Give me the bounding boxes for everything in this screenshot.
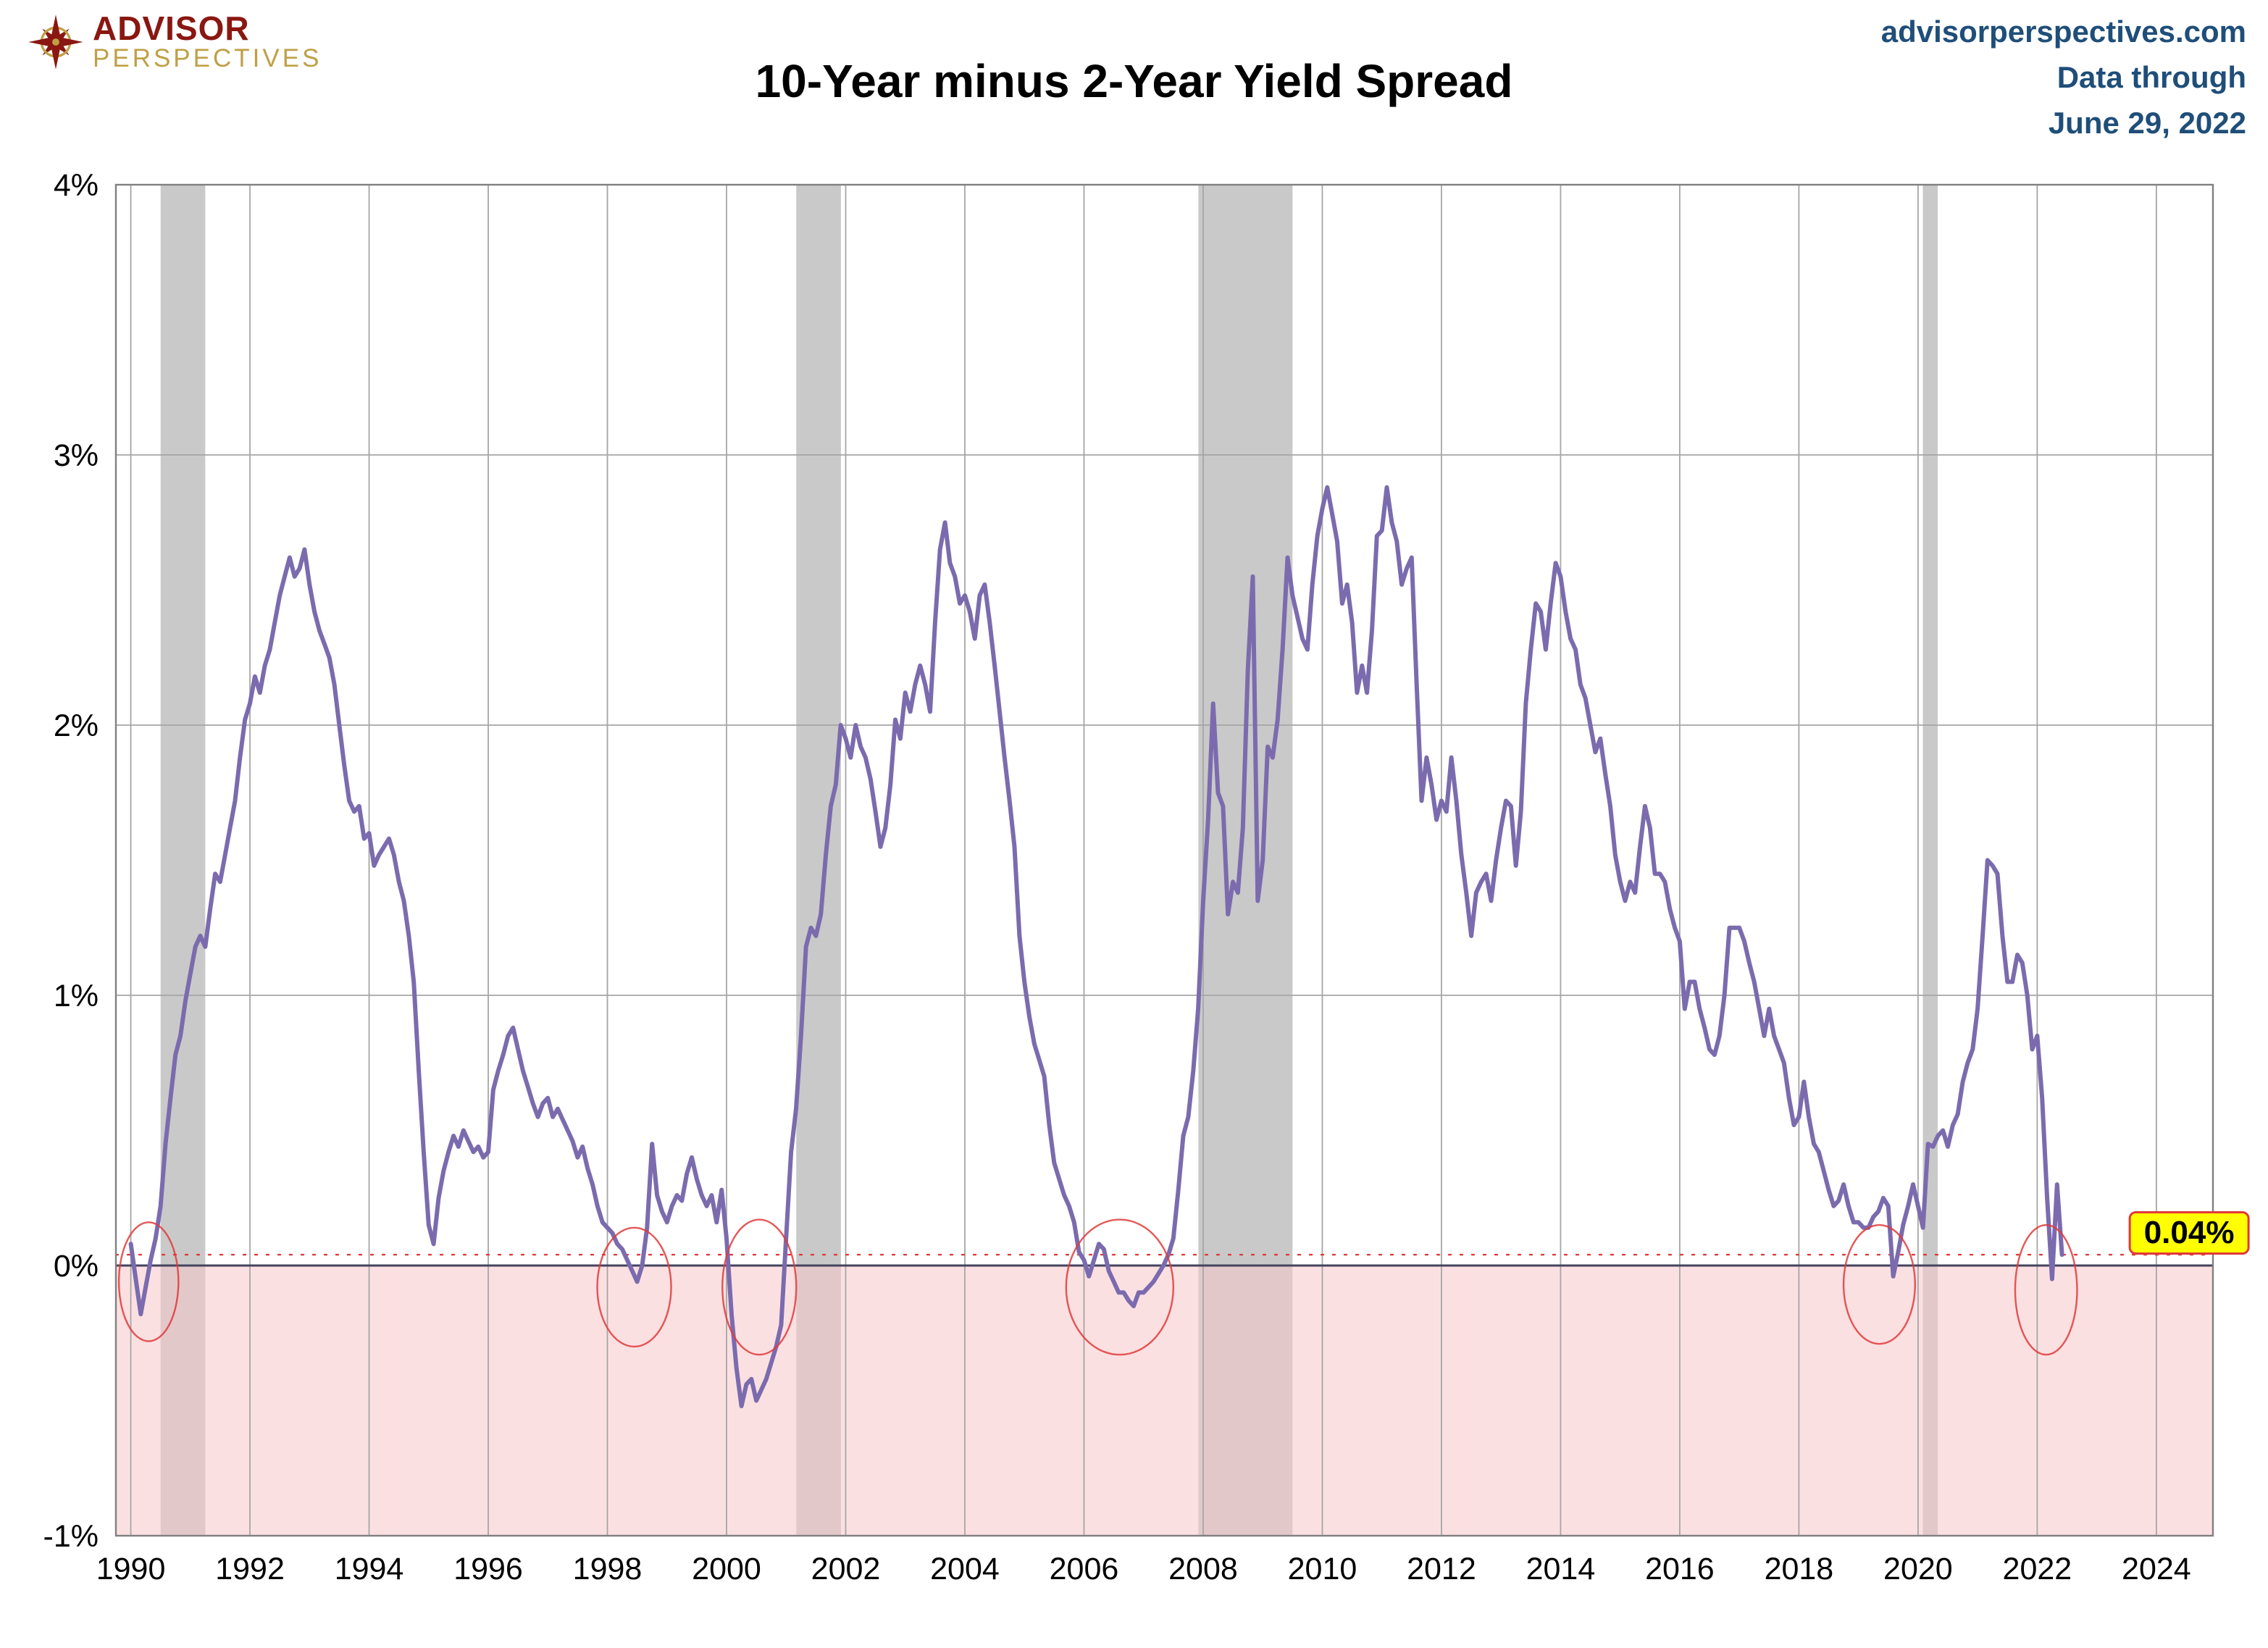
series-line (128, 485, 2064, 1408)
inversion-circle (1842, 1224, 1916, 1345)
data-through-label: Data through (2056, 60, 2246, 94)
logo-text: ADVISOR PERSPECTIVES (93, 12, 322, 73)
x-tick-label: 2012 (1407, 1552, 1476, 1586)
inversion-circle (2014, 1224, 2078, 1356)
inversion-circle (1065, 1218, 1175, 1356)
plot-border (114, 183, 2214, 1537)
compass-icon (28, 14, 83, 70)
inversion-circle (596, 1226, 672, 1348)
advisor-perspectives-logo: ADVISOR PERSPECTIVES (26, 12, 322, 73)
x-tick-label: 1992 (215, 1552, 285, 1586)
source-block: advisorperspectives.com Data through Jun… (1881, 9, 2246, 146)
y-tick-label: -1% (43, 1519, 99, 1554)
y-tick-label: 3% (54, 438, 99, 473)
x-tick-label: 2024 (2122, 1552, 2191, 1586)
x-tick-label: 2008 (1168, 1552, 1238, 1586)
data-through-date: June 29, 2022 (2048, 106, 2246, 140)
x-tick-label: 1996 (453, 1552, 523, 1586)
x-tick-label: 1994 (335, 1552, 404, 1586)
x-tick-label: 2022 (2003, 1552, 2072, 1586)
y-tick-label: 0% (54, 1249, 99, 1284)
x-tick-label: 2004 (930, 1552, 1000, 1586)
x-tick-label: 2020 (1883, 1552, 1953, 1586)
y-tick-label: 2% (54, 708, 99, 743)
source-site: advisorperspectives.com (1880, 14, 2246, 49)
x-tick-label: 2002 (811, 1552, 881, 1586)
inversion-circle (117, 1221, 180, 1342)
y-tick-label: 4% (54, 168, 99, 203)
x-tick-label: 1998 (573, 1552, 643, 1586)
logo-advisor-label: ADVISOR (93, 9, 250, 47)
x-tick-label: 2000 (692, 1552, 761, 1586)
page-title: 10-Year minus 2-Year Yield Spread (755, 54, 1513, 107)
y-tick-label: 1% (54, 979, 99, 1013)
x-tick-label: 2016 (1645, 1552, 1715, 1586)
x-tick-label: 2010 (1288, 1552, 1357, 1586)
x-tick-label: 1990 (96, 1552, 166, 1586)
x-tick-label: 2018 (1765, 1552, 1834, 1586)
last-value-callout: 0.04% (2128, 1211, 2250, 1255)
inversion-circle (721, 1218, 798, 1356)
negative-region (116, 1266, 2213, 1536)
x-tick-label: 2006 (1050, 1552, 1119, 1586)
logo-perspectives-label: PERSPECTIVES (93, 44, 322, 72)
x-tick-label: 2014 (1526, 1552, 1596, 1586)
